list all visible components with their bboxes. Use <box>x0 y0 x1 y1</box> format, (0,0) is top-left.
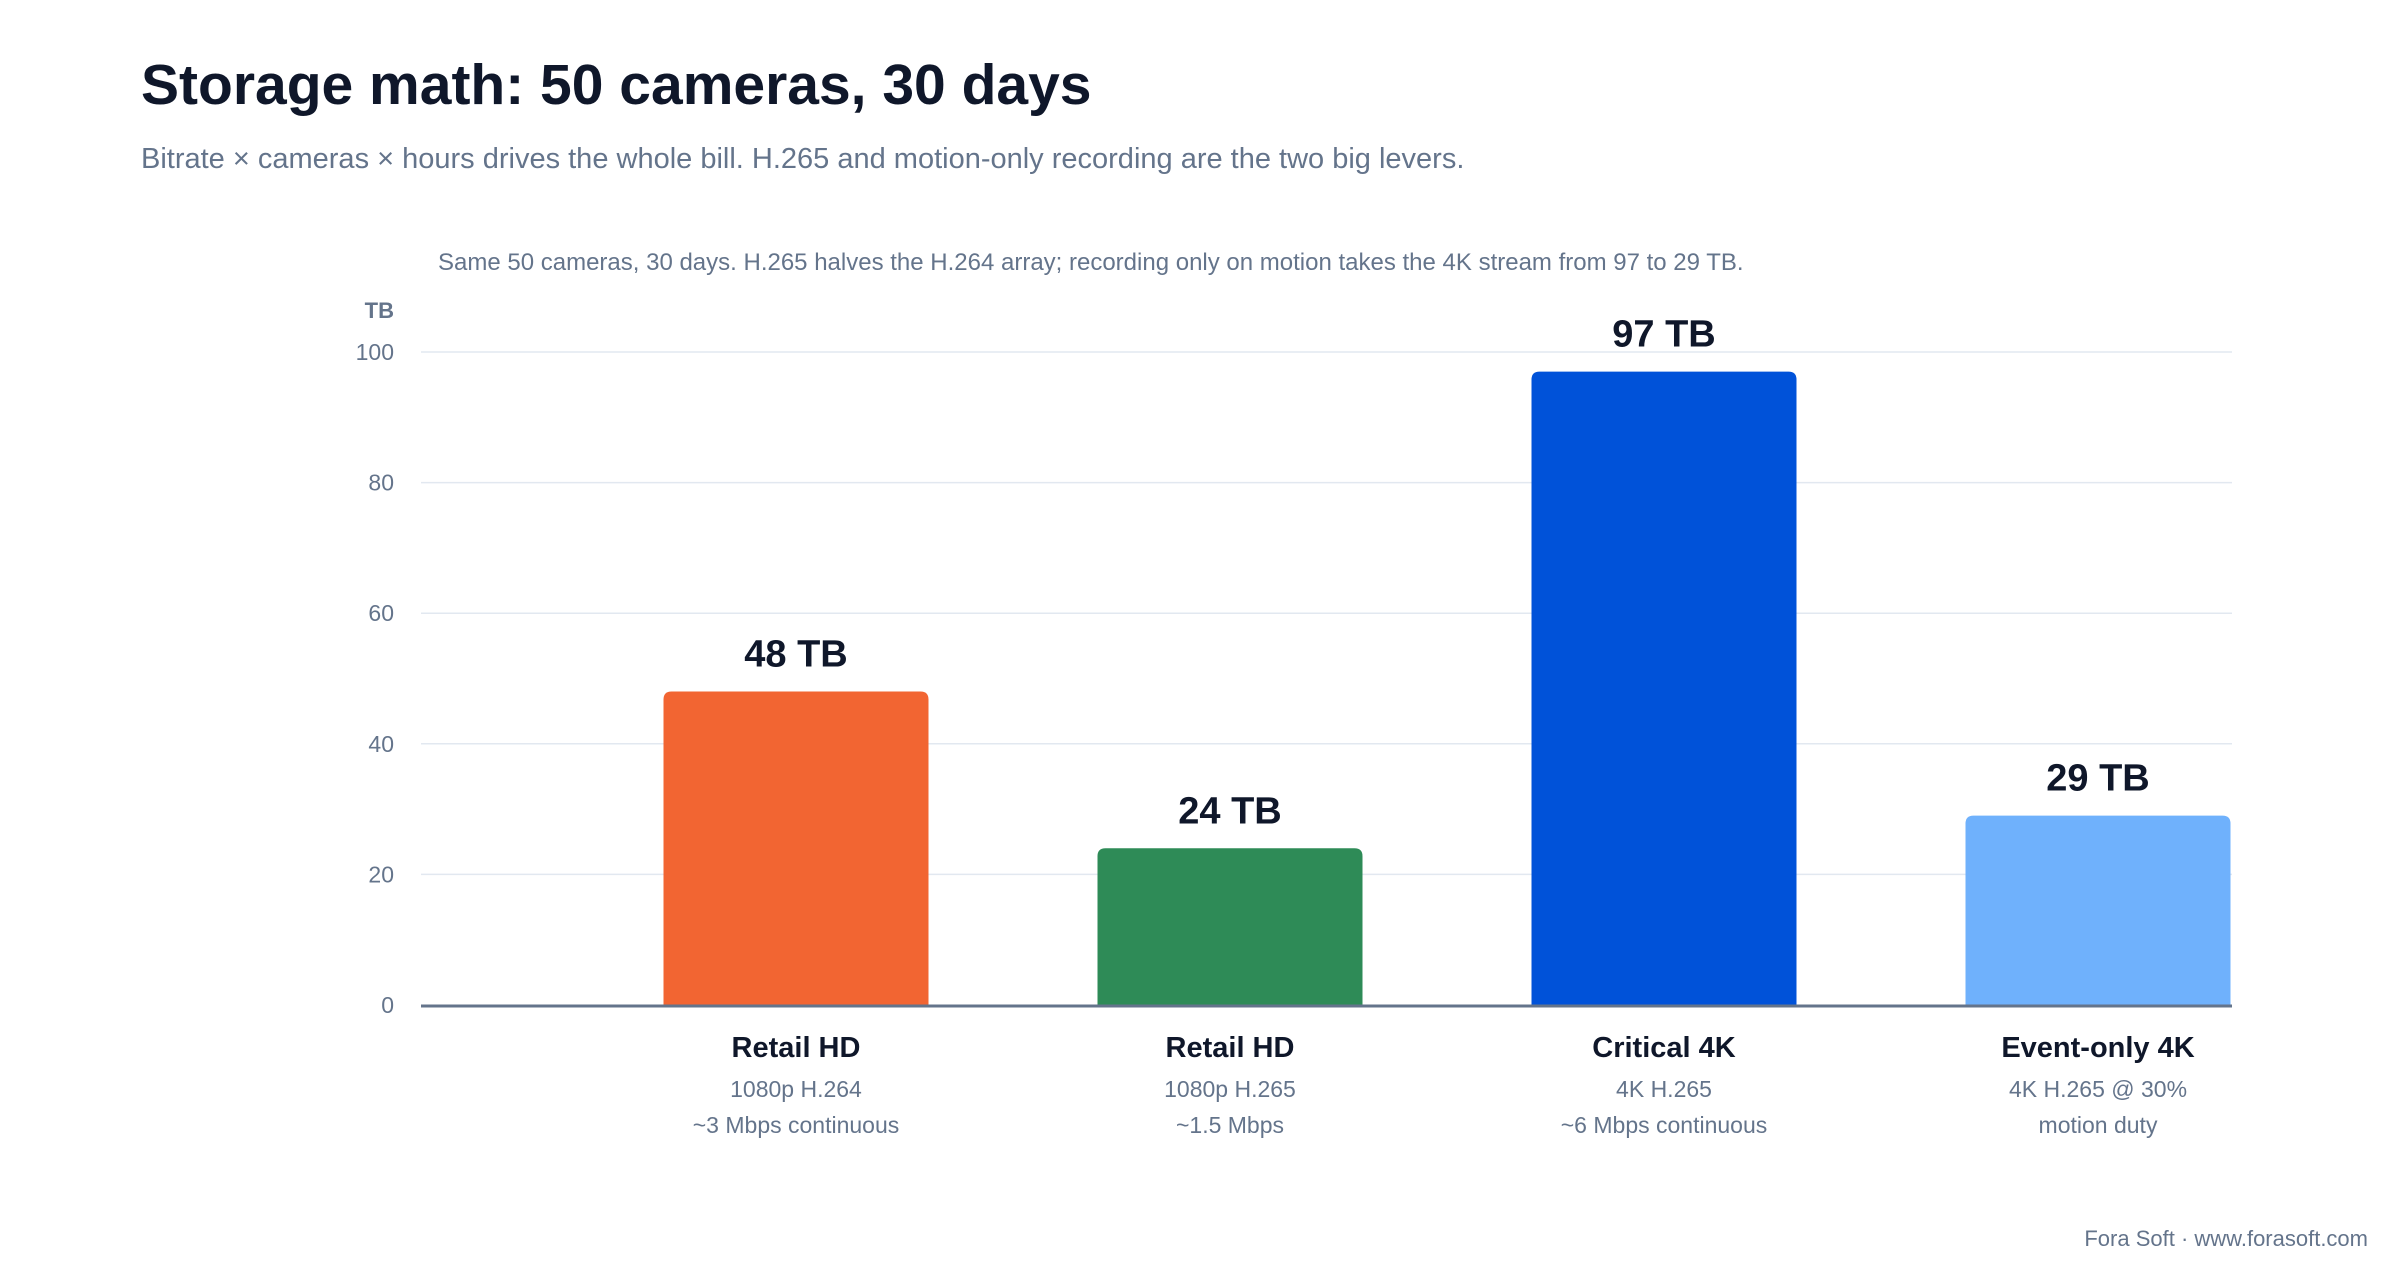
y-axis-unit-label: TB <box>365 298 394 323</box>
bar-value-label: 24 TB <box>1178 790 1281 832</box>
footer-credit: Fora Soft · www.forasoft.com <box>2084 1226 2368 1251</box>
y-axis-ticks: 0 20 40 60 80 100 <box>356 339 394 1018</box>
x-category-description: 1080p H.264 <box>730 1076 862 1102</box>
y-tick-label: 100 <box>356 339 394 365</box>
bar <box>1531 371 1797 1006</box>
y-tick-label: 80 <box>368 470 394 496</box>
bar-value-label: 97 TB <box>1612 314 1715 356</box>
x-category-description: ~1.5 Mbps <box>1176 1112 1284 1138</box>
x-category-description: 1080p H.265 <box>1164 1076 1296 1102</box>
bar-value-label: 29 TB <box>2046 758 2149 800</box>
x-category-description: 4K H.265 <box>1616 1076 1712 1102</box>
bar-value-label: 48 TB <box>744 634 847 676</box>
x-category-description: motion duty <box>2039 1112 2158 1138</box>
bars <box>663 371 2231 1006</box>
y-tick-label: 60 <box>368 600 394 626</box>
x-category-label: Critical 4K <box>1592 1032 1735 1064</box>
x-category-label: Retail HD <box>732 1032 861 1064</box>
page-title: Storage math: 50 cameras, 30 days <box>141 53 1092 117</box>
page-subtitle: Bitrate × cameras × hours drives the who… <box>141 143 1465 175</box>
y-tick-label: 40 <box>368 731 394 757</box>
y-tick-label: 0 <box>381 992 394 1018</box>
category-labels: 48 TB Retail HD 1080p H.264 ~3 Mbps continu… <box>693 314 2195 1138</box>
bar <box>1965 815 2231 1005</box>
x-category-description: ~6 Mbps continuous <box>1561 1112 1768 1138</box>
x-category-label: Event-only 4K <box>2001 1032 2194 1064</box>
x-category-description: 4K H.265 @ 30% <box>2009 1076 2187 1102</box>
y-tick-label: 20 <box>368 861 394 887</box>
bar <box>663 691 929 1005</box>
chart-annotation: Same 50 cameras, 30 days. H.265 halves t… <box>438 249 1744 276</box>
bar <box>1097 848 1363 1005</box>
x-category-label: Retail HD <box>1166 1032 1295 1064</box>
x-category-description: ~3 Mbps continuous <box>693 1112 900 1138</box>
